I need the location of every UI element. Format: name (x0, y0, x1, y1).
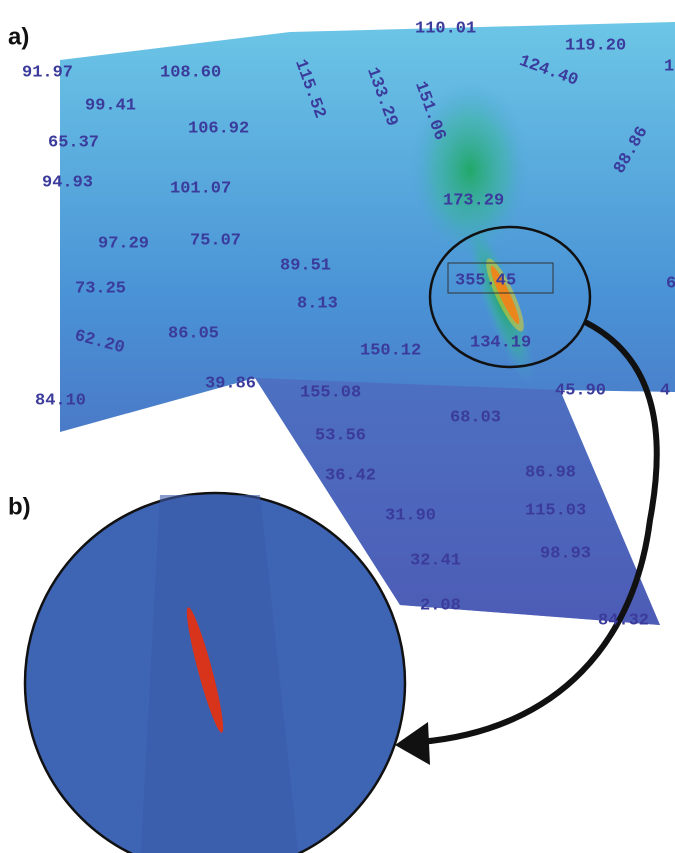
value-label: 115.03 (525, 501, 586, 520)
value-label: 98.93 (540, 544, 591, 563)
value-label: 84.32 (598, 611, 649, 630)
value-label: 73.25 (75, 279, 126, 298)
value-label: 1 (664, 57, 674, 76)
value-label: 36.42 (325, 466, 376, 485)
arrowhead (395, 722, 430, 765)
panel-label: b) (8, 493, 31, 520)
value-label: 108.60 (160, 63, 221, 82)
value-label: 101.07 (170, 179, 231, 198)
value-label: 91.97 (22, 63, 73, 82)
value-label: 355.45 (455, 271, 516, 290)
value-label: 99.41 (85, 96, 136, 115)
value-label: 86.98 (525, 463, 576, 482)
branch-shade (255, 378, 660, 625)
value-label: 155.08 (300, 383, 361, 402)
value-label: 2.08 (420, 596, 461, 615)
value-label: 75.07 (190, 231, 241, 250)
zoom-crack (186, 607, 224, 733)
value-label: 39.86 (205, 374, 256, 393)
value-label: 106.92 (188, 119, 249, 138)
value-label: 94.93 (42, 173, 93, 192)
value-label: 150.12 (360, 341, 421, 360)
value-label: 84.10 (35, 391, 86, 410)
value-box (447, 262, 554, 294)
hot-spot-halo (486, 258, 524, 332)
value-label: 97.29 (98, 234, 149, 253)
value-label: 89.51 (280, 256, 331, 275)
value-label: 134.19 (470, 333, 531, 352)
value-label: 119.20 (565, 36, 626, 55)
value-label: 4 (660, 381, 670, 400)
value-label: 6 (666, 274, 675, 293)
value-label: 31.90 (385, 506, 436, 525)
arrow (419, 319, 660, 745)
panel-label: a) (8, 23, 29, 50)
value-label: 53.56 (315, 426, 366, 445)
stress-zone (410, 80, 530, 260)
zoom-shade (140, 495, 299, 853)
value-label: 8.13 (297, 294, 338, 313)
value-label: 45.90 (555, 381, 606, 400)
value-label: 173.29 (443, 191, 504, 210)
value-label: 68.03 (450, 408, 501, 427)
value-label: 65.37 (48, 133, 99, 152)
value-label: 110.01 (415, 19, 476, 38)
value-label: 32.41 (410, 551, 461, 570)
value-label: 86.05 (168, 324, 219, 343)
zoom-region (428, 225, 592, 369)
